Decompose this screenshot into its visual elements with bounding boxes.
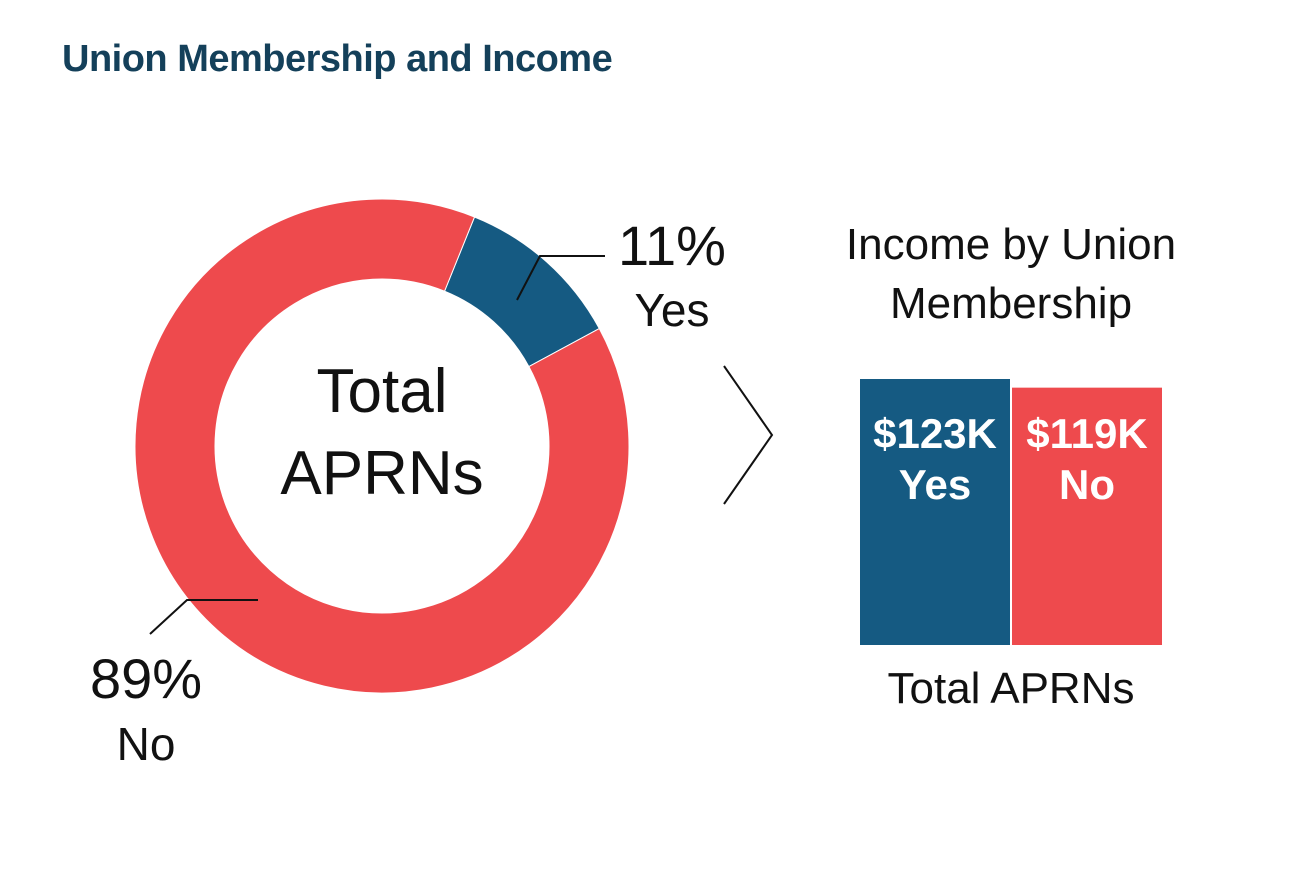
- yes-slice-label: Yes: [634, 284, 709, 336]
- yes-leader-line: [516, 255, 605, 301]
- chevron-right-icon: [723, 365, 774, 505]
- yes-percent-label: 11%: [618, 214, 726, 277]
- no-slice-label: No: [117, 718, 176, 770]
- bar-no: [1012, 387, 1162, 645]
- bar-value-label-no: $119K: [1026, 410, 1147, 457]
- bar-category-label-yes: Yes: [899, 461, 971, 508]
- donut-slice-no: [134, 198, 630, 694]
- bar-value-label-yes: $123K: [873, 410, 997, 457]
- page-title: Union Membership and Income: [62, 38, 613, 80]
- bar-category-label-no: No: [1059, 461, 1115, 508]
- bar-chart-title-line2: Membership: [890, 279, 1132, 328]
- bar-chart-xlabel: Total APRNs: [888, 664, 1135, 713]
- bar-yes: [860, 379, 1010, 645]
- no-leader-line: [149, 599, 258, 635]
- no-percent-label: 89%: [90, 647, 202, 710]
- donut-center-label-line2: APRNs: [280, 439, 483, 508]
- bar-chart-title-line1: Income by Union: [846, 220, 1176, 269]
- donut-center-label-line1: Total: [317, 357, 448, 426]
